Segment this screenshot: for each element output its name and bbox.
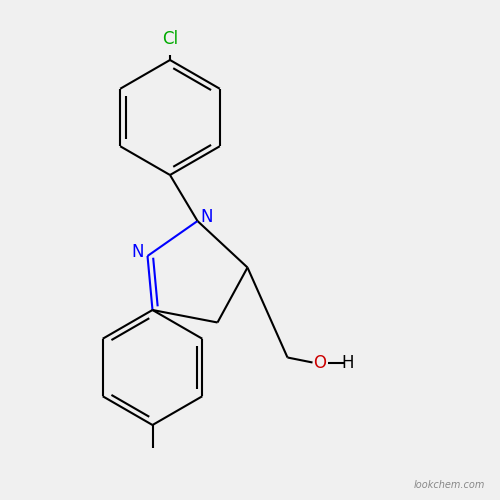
Text: H: H xyxy=(341,354,354,372)
Text: N: N xyxy=(200,208,213,226)
Text: O: O xyxy=(314,354,326,372)
Text: N: N xyxy=(131,243,143,261)
Text: Cl: Cl xyxy=(162,30,178,48)
Text: lookchem.com: lookchem.com xyxy=(414,480,485,490)
